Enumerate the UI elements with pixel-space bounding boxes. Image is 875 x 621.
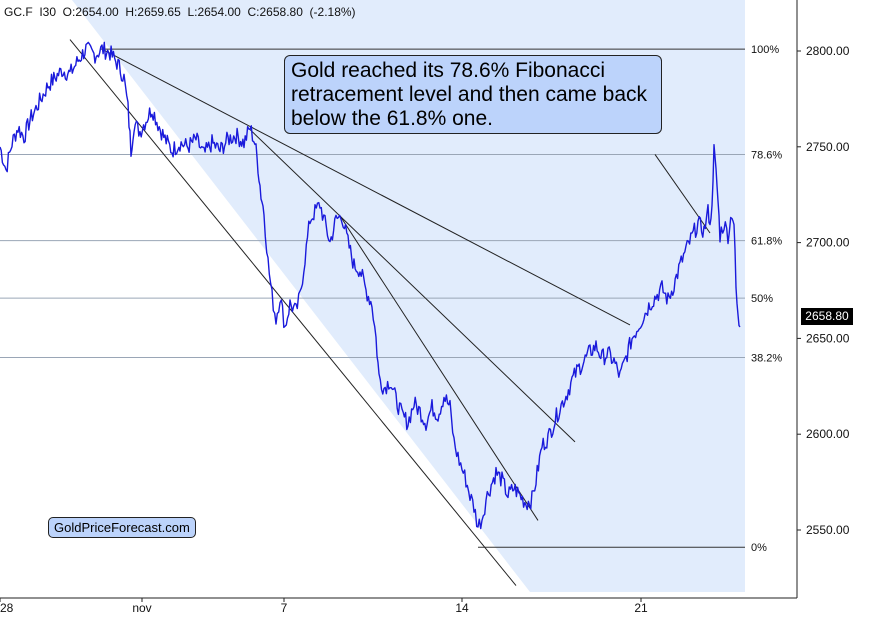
fib-level-label: 100% <box>751 44 779 56</box>
y-tick-label: 2700.00 <box>806 236 850 250</box>
brand-label: GoldPriceForecast.com <box>48 517 196 538</box>
y-tick-label: 2550.00 <box>806 523 850 537</box>
y-tick-label: 2800.00 <box>806 44 850 58</box>
y-tick-label: 2600.00 <box>806 427 850 441</box>
x-tick-label: nov <box>132 601 151 615</box>
y-tick-label: 2650.00 <box>806 331 850 345</box>
trendline <box>249 129 576 443</box>
annotation-callout: Gold reached its 78.6% Fibonacci retrace… <box>284 55 662 134</box>
fib-level-label: 0% <box>751 542 767 554</box>
x-tick-label: 7 <box>281 601 288 615</box>
fib-level-label: 50% <box>751 293 773 305</box>
trendline <box>69 39 517 586</box>
x-tick-label: 21 <box>634 601 648 615</box>
last-price-tag: 2658.80 <box>801 308 853 325</box>
ticker-ohlc-line: GC.F I30 O:2654.00 H:2659.65 L:2654.00 C… <box>4 5 356 19</box>
x-tick-label: 28 <box>0 601 14 615</box>
fib-level-label: 78.6% <box>751 149 782 161</box>
trendline <box>101 48 631 326</box>
x-tick-label: 14 <box>455 601 469 615</box>
price-series-line <box>0 41 741 530</box>
fib-level-label: 61.8% <box>751 236 782 248</box>
y-tick-label: 2750.00 <box>806 140 850 154</box>
fib-level-label: 38.2% <box>751 353 782 365</box>
trendline <box>339 215 539 521</box>
